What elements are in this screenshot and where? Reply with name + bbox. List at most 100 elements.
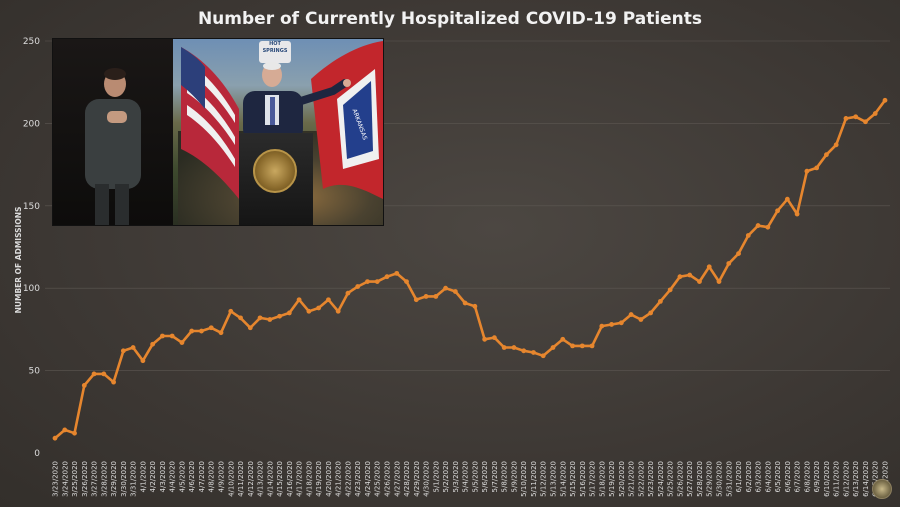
x-tick-label: 5/19/2020	[608, 461, 616, 497]
data-point	[775, 208, 780, 214]
data-point	[111, 379, 116, 385]
data-point	[169, 333, 175, 339]
data-point	[658, 298, 663, 304]
x-tick-label: 3/31/2020	[130, 461, 138, 497]
data-point	[511, 345, 517, 350]
x-tick-label: 4/23/2020	[354, 461, 362, 497]
x-tick-label: 4/19/2020	[315, 461, 323, 497]
x-tick-label: 4/13/2020	[257, 461, 265, 497]
y-tick-label: 250	[23, 37, 40, 47]
x-tick-label: 4/20/2020	[325, 461, 333, 497]
data-point	[765, 224, 771, 230]
data-point	[579, 343, 585, 349]
x-tick-label: 5/31/2020	[725, 461, 733, 497]
x-tick-label: 4/7/2020	[198, 461, 206, 492]
data-point	[247, 325, 253, 331]
data-point	[697, 279, 702, 285]
y-tick-label: 0	[34, 449, 40, 459]
x-tick-label: 6/2/2020	[745, 461, 753, 492]
data-point	[150, 341, 156, 347]
x-tick-label: 4/11/2020	[237, 461, 245, 497]
data-point	[335, 308, 341, 314]
data-point	[179, 340, 185, 345]
data-point	[326, 297, 331, 303]
x-tick-label: 5/3/2020	[452, 461, 460, 492]
data-point	[853, 114, 859, 120]
x-tick-label: 5/26/2020	[676, 461, 684, 497]
data-point	[882, 97, 888, 103]
data-point	[794, 211, 800, 217]
data-point	[824, 152, 829, 158]
data-point	[814, 165, 820, 171]
x-tick-label: 4/30/2020	[423, 461, 431, 497]
x-tick-label: 5/4/2020	[462, 461, 470, 492]
y-tick-label: 100	[23, 284, 40, 294]
x-tick-label: 3/24/2020	[61, 461, 69, 497]
x-tick-label: 4/16/2020	[286, 461, 294, 497]
x-tick-label: 5/29/2020	[706, 461, 714, 497]
data-point	[550, 345, 556, 350]
x-tick-label: 5/5/2020	[471, 461, 479, 492]
data-point	[462, 300, 468, 306]
data-point	[316, 305, 322, 311]
x-tick-label: 3/29/2020	[110, 461, 118, 497]
x-tick-label: 5/8/2020	[501, 461, 509, 492]
data-point	[286, 310, 292, 316]
data-point	[130, 345, 136, 350]
x-tick-label: 5/24/2020	[657, 461, 665, 497]
x-tick-label: 6/1/2020	[735, 461, 743, 492]
x-tick-label: 6/15/2020	[872, 461, 880, 497]
data-point	[296, 297, 302, 303]
data-point	[589, 343, 595, 349]
x-tick-label: 4/3/2020	[159, 461, 167, 492]
x-tick-label: 6/6/2020	[784, 461, 792, 492]
x-tick-label: 3/30/2020	[120, 461, 128, 497]
data-point	[384, 274, 390, 280]
x-tick-label: 5/15/2020	[569, 461, 577, 497]
x-tick-label: 4/26/2020	[384, 461, 392, 497]
data-point	[52, 435, 58, 441]
x-tick-label: 5/21/2020	[628, 461, 636, 497]
data-point	[355, 284, 361, 289]
x-tick-label: 3/25/2020	[71, 461, 79, 497]
x-tick-label: 5/22/2020	[637, 461, 645, 497]
data-point	[560, 336, 566, 342]
data-point	[618, 320, 624, 326]
x-tick-label: 5/30/2020	[716, 461, 724, 497]
data-point	[492, 335, 497, 341]
x-tick-label: 4/15/2020	[276, 461, 284, 497]
x-tick-label: 6/7/2020	[794, 461, 802, 492]
x-tick-label: 5/9/2020	[510, 461, 518, 492]
x-tick-label: 5/20/2020	[618, 461, 626, 497]
chart-title: Number of Currently Hospitalized COVID-1…	[198, 9, 702, 29]
x-tick-label: 5/2/2020	[442, 461, 450, 492]
data-point	[667, 287, 673, 293]
data-point	[472, 303, 478, 309]
x-tick-label: 3/27/2020	[91, 461, 99, 497]
data-point	[687, 272, 693, 278]
y-axis-label: NUMBER OF ADMISSIONS	[14, 207, 23, 314]
data-point	[160, 333, 165, 339]
x-tick-label: 6/13/2020	[852, 461, 860, 497]
x-tick-label: 3/26/2020	[81, 461, 89, 497]
x-tick-label: 4/25/2020	[374, 461, 382, 497]
data-point	[62, 427, 68, 433]
x-tick-label: 5/7/2020	[491, 461, 499, 492]
x-tick-label: 4/22/2020	[344, 461, 352, 497]
data-point	[784, 196, 790, 202]
data-point	[91, 371, 97, 377]
data-point	[570, 343, 575, 349]
data-point	[599, 323, 605, 329]
x-tick-label: 5/11/2020	[530, 461, 538, 497]
data-point	[501, 345, 507, 350]
x-tick-label: 4/24/2020	[364, 461, 372, 497]
data-point	[238, 315, 243, 321]
data-point	[199, 328, 204, 334]
x-tick-label: 6/12/2020	[842, 461, 850, 497]
data-point	[540, 353, 546, 359]
y-tick-label: 200	[23, 119, 40, 129]
speaker-figure	[243, 62, 351, 141]
x-tick-label: 5/18/2020	[598, 461, 606, 497]
x-tick-label: 5/13/2020	[550, 461, 558, 497]
data-point	[482, 336, 488, 342]
